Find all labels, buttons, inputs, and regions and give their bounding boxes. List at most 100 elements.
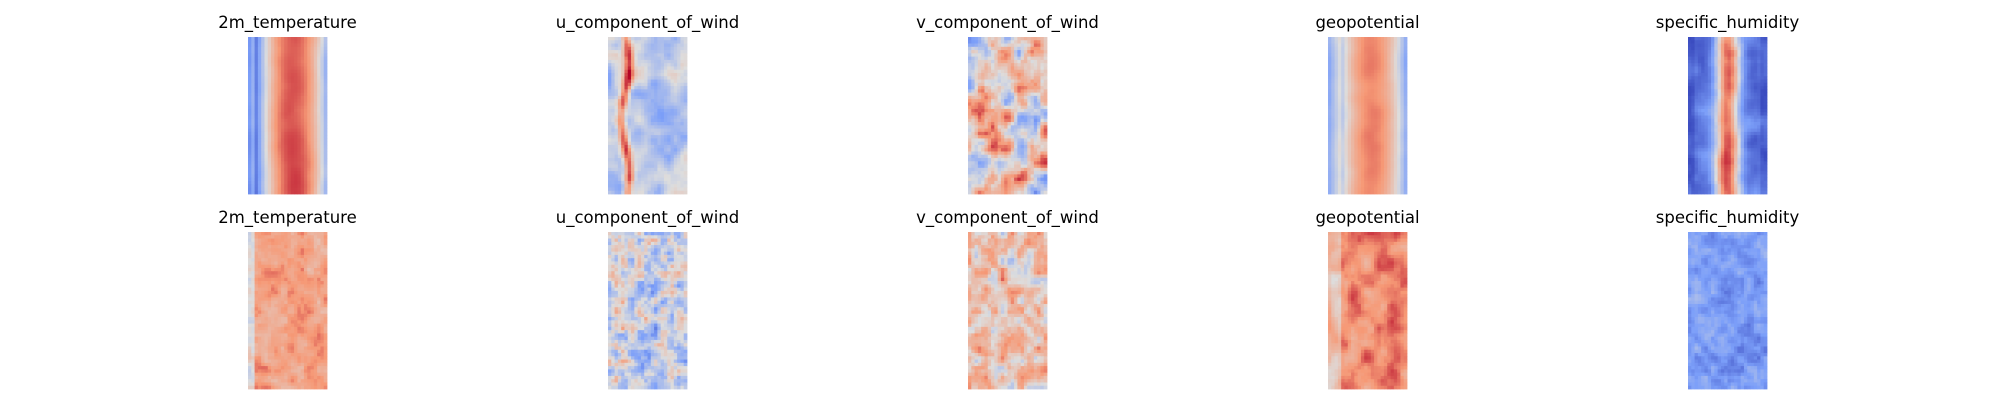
heatmap-cell (1697, 53, 1702, 58)
heatmap-cell (1380, 76, 1385, 80)
heatmap-cell (1357, 43, 1362, 48)
heatmap-cell (977, 69, 982, 74)
heatmap-cell (284, 112, 288, 116)
heatmap-cell (663, 112, 668, 116)
heatmap-cell (300, 40, 305, 44)
heatmap-cell (670, 92, 675, 97)
heatmap-cell (1383, 177, 1388, 182)
heatmap-cell (294, 144, 298, 149)
heatmap-cell (994, 99, 999, 103)
heatmap-cell (1033, 72, 1038, 77)
heatmap-cell (608, 180, 612, 185)
heatmap-cell (1007, 102, 1012, 107)
heatmap-cell (1364, 112, 1368, 116)
heatmap-cell (1383, 135, 1388, 139)
heatmap-cell (287, 174, 292, 179)
heatmap-cell (1007, 92, 1012, 97)
heatmap-cell (1390, 99, 1395, 103)
heatmap-cell (971, 63, 975, 67)
heatmap-cell (1334, 128, 1339, 133)
heatmap-cell (608, 190, 612, 195)
heatmap-cell (1033, 99, 1038, 103)
heatmap-cell (644, 154, 648, 159)
heatmap-cell (1017, 135, 1022, 139)
heatmap-cell (1023, 122, 1028, 126)
heatmap-cell (644, 131, 648, 136)
heatmap-cell (1014, 148, 1018, 152)
heatmap-cell (1724, 53, 1728, 58)
heatmap-cell (1007, 138, 1012, 143)
heatmap-cell (1743, 43, 1748, 48)
heatmap-cell (673, 141, 678, 146)
heatmap-cell (677, 72, 681, 77)
heatmap-cell (1724, 37, 1728, 41)
heatmap-cell (317, 37, 321, 41)
heatmap-cell (1010, 95, 1015, 100)
heatmap-cell (981, 122, 985, 126)
heatmap-cell (647, 135, 652, 139)
heatmap-cell (1023, 95, 1028, 100)
heatmap-cell (1027, 141, 1031, 146)
heatmap-cell (1014, 105, 1018, 110)
heatmap-cell (1403, 154, 1408, 159)
heatmap-cell (1010, 151, 1015, 156)
heatmap-cell (287, 164, 292, 169)
heatmap-cell (634, 187, 639, 192)
heatmap-cell (1334, 135, 1339, 139)
heatmap-cell (657, 82, 662, 87)
heatmap-cell (677, 141, 681, 146)
heatmap-image (968, 37, 1048, 195)
heatmap-cell (634, 79, 639, 84)
heatmap-cell (617, 56, 622, 61)
heatmap-cell (1354, 79, 1359, 84)
heatmap-cell (660, 125, 665, 129)
heatmap-cell (1328, 59, 1332, 64)
heatmap-cell (657, 148, 662, 152)
heatmap-cell (608, 89, 612, 93)
heatmap-cell (617, 148, 622, 152)
heatmap-cell (294, 177, 298, 182)
heatmap-cell (1694, 63, 1699, 67)
heatmap-cell (997, 148, 1002, 152)
heatmap-cell (991, 66, 995, 71)
heatmap-cell (1691, 56, 1695, 61)
heatmap-cell (981, 177, 985, 182)
heatmap-cell (608, 148, 612, 152)
heatmap-cell (663, 89, 668, 93)
heatmap-cell (1347, 171, 1352, 175)
heatmap-cell (984, 63, 989, 67)
heatmap-cell (654, 128, 658, 133)
heatmap-cell (248, 148, 252, 152)
heatmap-cell (1387, 76, 1391, 80)
heatmap-cell (614, 43, 619, 48)
heatmap-cell (303, 115, 308, 120)
heatmap-cell (1007, 53, 1012, 58)
heatmap-cell (1724, 69, 1728, 74)
heatmap-cell (300, 161, 305, 165)
heatmap-cell (1334, 108, 1339, 113)
heatmap-cell (673, 43, 678, 48)
heatmap-cell (667, 69, 671, 74)
heatmap-cell (657, 122, 662, 126)
heatmap-cell (637, 50, 642, 54)
heatmap-cell (294, 43, 298, 48)
heatmap-cell (1387, 40, 1391, 44)
heatmap-cell (1014, 66, 1018, 71)
heatmap-cell (634, 174, 639, 179)
heatmap-cell (1354, 46, 1359, 51)
heatmap-cell (650, 177, 655, 182)
heatmap-cell (1390, 115, 1395, 120)
heatmap-cell (631, 151, 635, 156)
heatmap-cell (663, 102, 668, 107)
heatmap-cell (627, 56, 632, 61)
heatmap-cell (1341, 171, 1345, 175)
heatmap-cell (1341, 128, 1345, 133)
heatmap-cell (323, 125, 328, 129)
heatmap-cell (968, 148, 972, 152)
heatmap-cell (1347, 76, 1352, 80)
heatmap-cell (1367, 125, 1372, 129)
heatmap-cell (1697, 40, 1702, 44)
heatmap-cell (1383, 37, 1388, 41)
heatmap-cell (637, 190, 642, 195)
heatmap-cell (1344, 50, 1349, 54)
